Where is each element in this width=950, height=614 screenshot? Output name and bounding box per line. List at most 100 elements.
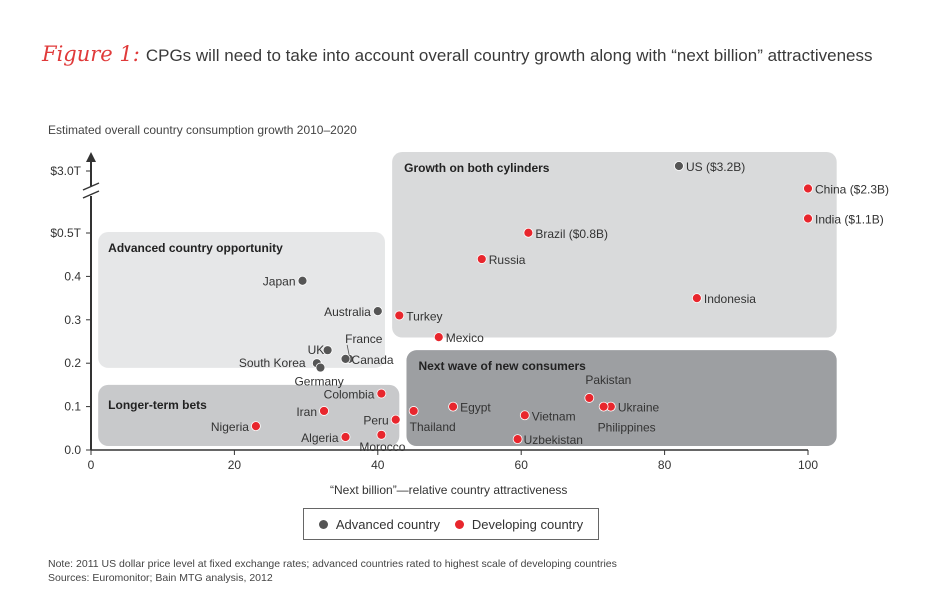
data-point (523, 227, 534, 238)
data-point (803, 213, 813, 224)
axis-break-gap (83, 186, 99, 196)
data-point (319, 406, 329, 416)
point-china-2-3b: China ($2.3B) (803, 183, 889, 197)
sources-text: Sources: Euromonitor; Bain MTG analysis,… (48, 572, 273, 584)
region-longer-term-bets: Longer-term bets (98, 384, 400, 446)
data-point (512, 434, 523, 445)
region-label: Next wave of new consumers (418, 359, 586, 373)
data-point (390, 414, 401, 425)
region-label: Longer-term bets (108, 398, 207, 412)
point-label: Russia (489, 253, 526, 267)
data-point (408, 406, 419, 416)
region-box (392, 152, 837, 338)
y-axis-title: Estimated overall country consumption gr… (48, 123, 357, 137)
point-us-3-2b: US ($3.2B) (674, 160, 745, 174)
point-algeria: Algeria (301, 431, 351, 445)
point-label: Vietnam (532, 409, 576, 423)
footnotes: Note: 2011 US dollar price level at fixe… (48, 557, 617, 585)
y-tick-label: 0.3 (64, 313, 81, 327)
point-label: Japan (263, 275, 296, 289)
data-point (691, 293, 702, 304)
data-point (322, 345, 333, 356)
data-point (376, 429, 387, 440)
point-brazil-0-8b: Brazil ($0.8B) (523, 227, 608, 241)
y-axis-arrow-icon (86, 152, 96, 162)
y-tick-label: 0.2 (64, 356, 81, 370)
point-label: Indonesia (704, 292, 756, 306)
data-point (372, 306, 383, 317)
legend-label-advanced: Advanced country (335, 516, 440, 532)
point-vietnam: Vietnam (519, 409, 576, 423)
point-japan: Japan (263, 275, 308, 289)
france-leader-line (346, 344, 350, 355)
points-layer: US ($3.2B) Japan Australia France UK Canada So… (211, 160, 889, 454)
data-point (297, 275, 308, 286)
point-thailand: Thailand (408, 406, 456, 434)
point-india-1-1b: India ($1.1B) (803, 213, 884, 227)
note-text: Note: 2011 US dollar price level at fixe… (48, 558, 617, 570)
region-label: Growth on both cylinders (404, 161, 550, 175)
x-tick-label: 0 (88, 458, 95, 472)
point-label: Philippines (598, 421, 656, 435)
developing-dot-icon (454, 519, 464, 529)
x-tick-label: 60 (515, 458, 529, 472)
figure-label: Figure 1: (42, 42, 140, 66)
point-morocco: Morocco (359, 429, 406, 454)
point-australia: Australia (324, 305, 383, 319)
point-canada: Canada (340, 353, 394, 367)
point-uk: UK (308, 343, 333, 357)
data-point (598, 401, 609, 412)
region-advanced-country-opportunity: Advanced country opportunity (98, 232, 385, 368)
data-point (376, 388, 387, 399)
x-tick-label: 20 (228, 458, 242, 472)
point-mexico: Mexico (433, 331, 484, 345)
point-egypt: Egypt (448, 401, 491, 415)
point-indonesia: Indonesia (691, 292, 756, 306)
point-label: Nigeria (211, 420, 249, 434)
point-iran: Iran (296, 405, 329, 419)
data-point (803, 183, 813, 194)
point-peru: Peru (363, 414, 401, 428)
data-point (674, 161, 684, 171)
point-label: Australia (324, 305, 371, 319)
figure-title: Figure 1: CPGs will need to take into acc… (42, 42, 872, 66)
point-ukraine: Ukraine (605, 401, 660, 415)
point-label: India ($1.1B) (815, 213, 884, 227)
legend-item-advanced: Advanced country (318, 516, 440, 532)
legend: Advanced country Developing country (303, 508, 599, 540)
point-pakistan: Pakistan (584, 373, 631, 403)
data-point (433, 332, 444, 343)
point-label: Turkey (406, 309, 442, 323)
point-label: UK (308, 343, 325, 357)
data-point (519, 410, 530, 421)
axes-layer: 0 20 40 60 80 100 0.0 0.1 0.2 0.3 0.4 $0.5T $3.0T (50, 152, 818, 472)
data-point (448, 401, 458, 412)
y-tick-label: $3.0T (50, 164, 81, 178)
region-next-wave-of-new-consumers: Next wave of new consumers (406, 350, 837, 446)
point-label: Germany (294, 375, 343, 389)
point-label: France (345, 332, 383, 346)
point-label: Colombia (324, 388, 375, 402)
axis-break-mark (82, 182, 100, 191)
advanced-dot-icon (318, 519, 328, 529)
point-label: Thailand (410, 420, 456, 434)
region-box (98, 232, 385, 368)
point-colombia: Colombia (324, 388, 387, 402)
data-point (584, 393, 595, 403)
legend-label-developing: Developing country (471, 516, 584, 532)
x-axis-title: “Next billion”—relative country attracti… (330, 483, 568, 497)
point-label: Peru (363, 414, 388, 428)
x-tick-label: 100 (798, 458, 818, 472)
point-label: Ukraine (618, 401, 660, 415)
point-russia: Russia (476, 253, 526, 267)
point-label: US ($3.2B) (686, 160, 745, 174)
point-label: Pakistan (585, 373, 631, 387)
region-label: Advanced country opportunity (108, 241, 283, 255)
point-label: Brazil ($0.8B) (535, 227, 608, 241)
data-point (476, 254, 487, 264)
data-point (340, 353, 351, 364)
point-label: South Korea (239, 356, 306, 370)
point-uzbekistan: Uzbekistan (512, 433, 583, 447)
figure-title-text: CPGs will need to take into account over… (145, 46, 873, 65)
data-point (340, 432, 351, 442)
